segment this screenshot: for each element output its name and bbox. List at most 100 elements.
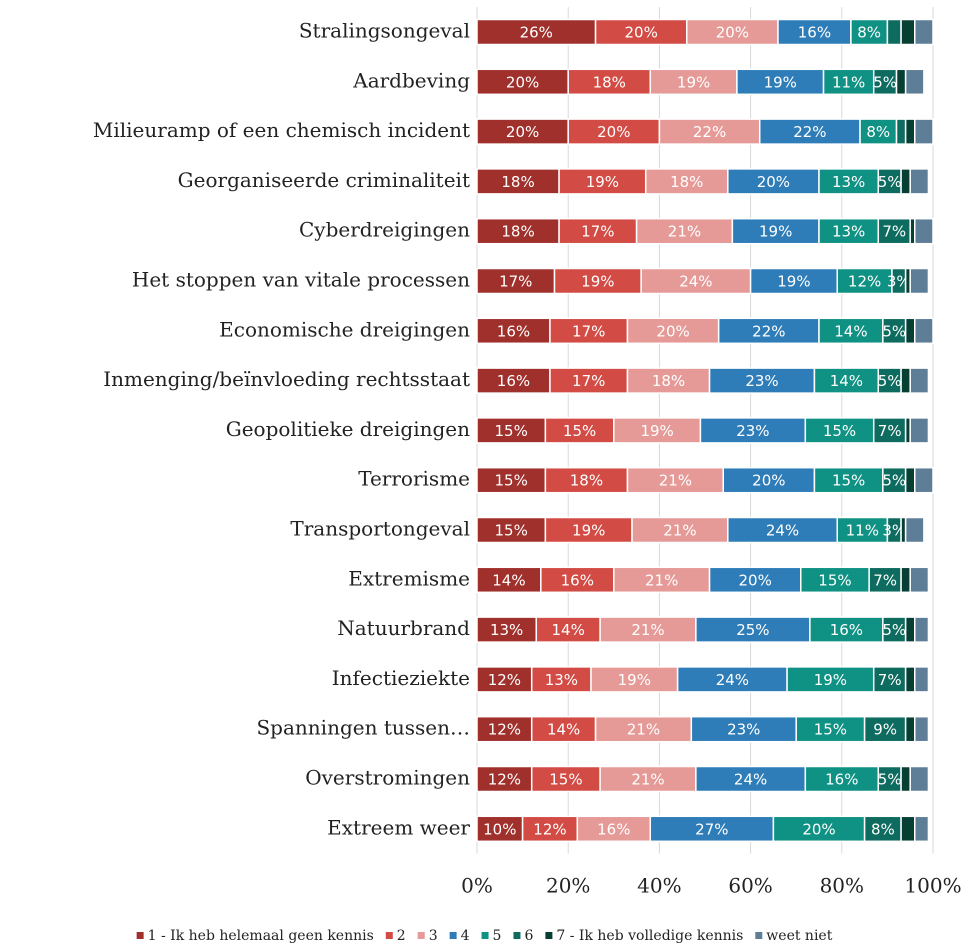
data-label: 8% [857, 24, 881, 42]
data-label: 21% [645, 571, 678, 589]
legend-swatch [385, 932, 393, 939]
bar-segment [895, 68, 907, 96]
data-label: 16% [497, 322, 530, 340]
bar-segment [658, 118, 761, 145]
bar-segment [914, 715, 930, 743]
bar-segment [909, 417, 930, 444]
bar-segment [900, 765, 911, 793]
bar-segment [690, 715, 797, 743]
bar-segment [914, 815, 930, 843]
data-label: 12% [488, 771, 521, 789]
data-label: 13% [490, 621, 523, 639]
data-label: 22% [752, 322, 785, 340]
data-label: 21% [631, 621, 664, 639]
data-label: 19% [759, 223, 792, 241]
data-label: 19% [581, 273, 614, 291]
data-label: 18% [652, 372, 685, 390]
bar-segment [553, 267, 642, 295]
bar-segment [900, 18, 916, 46]
data-label: 7% [873, 571, 897, 589]
bar-segment [914, 466, 934, 494]
legend-label: 4 [461, 928, 470, 944]
data-label: 11% [846, 522, 879, 540]
data-label: 24% [716, 671, 749, 689]
x-tick-label: 40% [637, 874, 681, 898]
y-tick-label: Aardbeving [352, 68, 470, 92]
x-tick-label: 20% [546, 874, 590, 898]
data-label: 21% [663, 522, 696, 540]
data-label: 19% [640, 422, 673, 440]
legend-label: 1 - Ik heb helemaal geen kennis [148, 928, 374, 944]
data-label: 23% [736, 422, 769, 440]
data-label: 20% [624, 24, 657, 42]
bar-segment [909, 765, 930, 793]
bar-segment [822, 68, 875, 96]
data-label: 5% [873, 73, 897, 91]
data-label: 14% [552, 621, 585, 639]
bar-segment [914, 616, 930, 643]
data-label: 22% [693, 123, 726, 141]
data-label: 18% [501, 173, 534, 191]
data-label: 21% [659, 472, 692, 490]
bar-segment [476, 217, 560, 245]
data-label: 15% [823, 422, 856, 440]
bar-segment [476, 666, 533, 693]
data-label: 7% [882, 223, 906, 241]
bar-segment [695, 616, 811, 643]
bar-segment [900, 168, 911, 195]
y-tick-label: Infectieziekte [332, 666, 470, 690]
bar-segment [749, 267, 838, 295]
bar-segment [863, 815, 902, 843]
data-label: 9% [873, 721, 897, 739]
bar-segment [476, 466, 547, 494]
legend-swatch [136, 932, 144, 939]
data-label: 18% [570, 472, 603, 490]
bar-segment [804, 765, 880, 793]
bar-segment [731, 217, 820, 245]
bar-segment [476, 367, 551, 394]
bar-segment [786, 666, 875, 693]
legend-swatch [545, 932, 553, 939]
bar-segment [850, 18, 889, 46]
bar-segment [900, 566, 911, 594]
legend-label: 2 [397, 928, 406, 944]
y-tick-label: Cyberdreigingen [299, 218, 470, 242]
x-tick-label: 80% [820, 874, 864, 898]
data-label: 20% [738, 571, 771, 589]
bar-segment [909, 566, 930, 594]
bar-segment [904, 616, 916, 643]
bar-segment [900, 815, 916, 843]
data-label: 16% [825, 771, 858, 789]
data-label: 5% [882, 322, 906, 340]
bar-segment [895, 118, 907, 145]
x-tick-label: 0% [461, 874, 493, 898]
data-label: 17% [499, 273, 532, 291]
legend-label: 7 - Ik heb volledige kennis [556, 928, 743, 944]
y-tick-label: Extreem weer [327, 815, 470, 839]
bar-segment [904, 317, 916, 345]
data-label: 20% [506, 73, 539, 91]
data-label: 16% [561, 571, 594, 589]
data-label: 19% [814, 671, 847, 689]
data-label: 21% [668, 223, 701, 241]
y-tick-label: Overstromingen [305, 766, 470, 790]
data-label: 5% [878, 771, 902, 789]
data-label: 20% [656, 322, 689, 340]
bar-segment [777, 18, 852, 46]
data-label: 22% [793, 123, 826, 141]
data-label: 15% [495, 472, 528, 490]
data-label: 23% [745, 372, 778, 390]
data-label: 12% [533, 820, 566, 838]
bar-segment [649, 68, 738, 96]
bar-segment [886, 18, 902, 46]
bar-segment [699, 417, 807, 444]
bar-segment [631, 516, 729, 544]
bar-segment [727, 516, 838, 544]
data-label: 5% [882, 621, 906, 639]
data-label: 21% [631, 771, 664, 789]
y-tick-label: Milieuramp of een chemisch incident [93, 118, 470, 142]
y-tick-label: Stralingsongeval [299, 19, 470, 43]
bar-segment [535, 616, 601, 643]
data-label: 17% [572, 322, 605, 340]
